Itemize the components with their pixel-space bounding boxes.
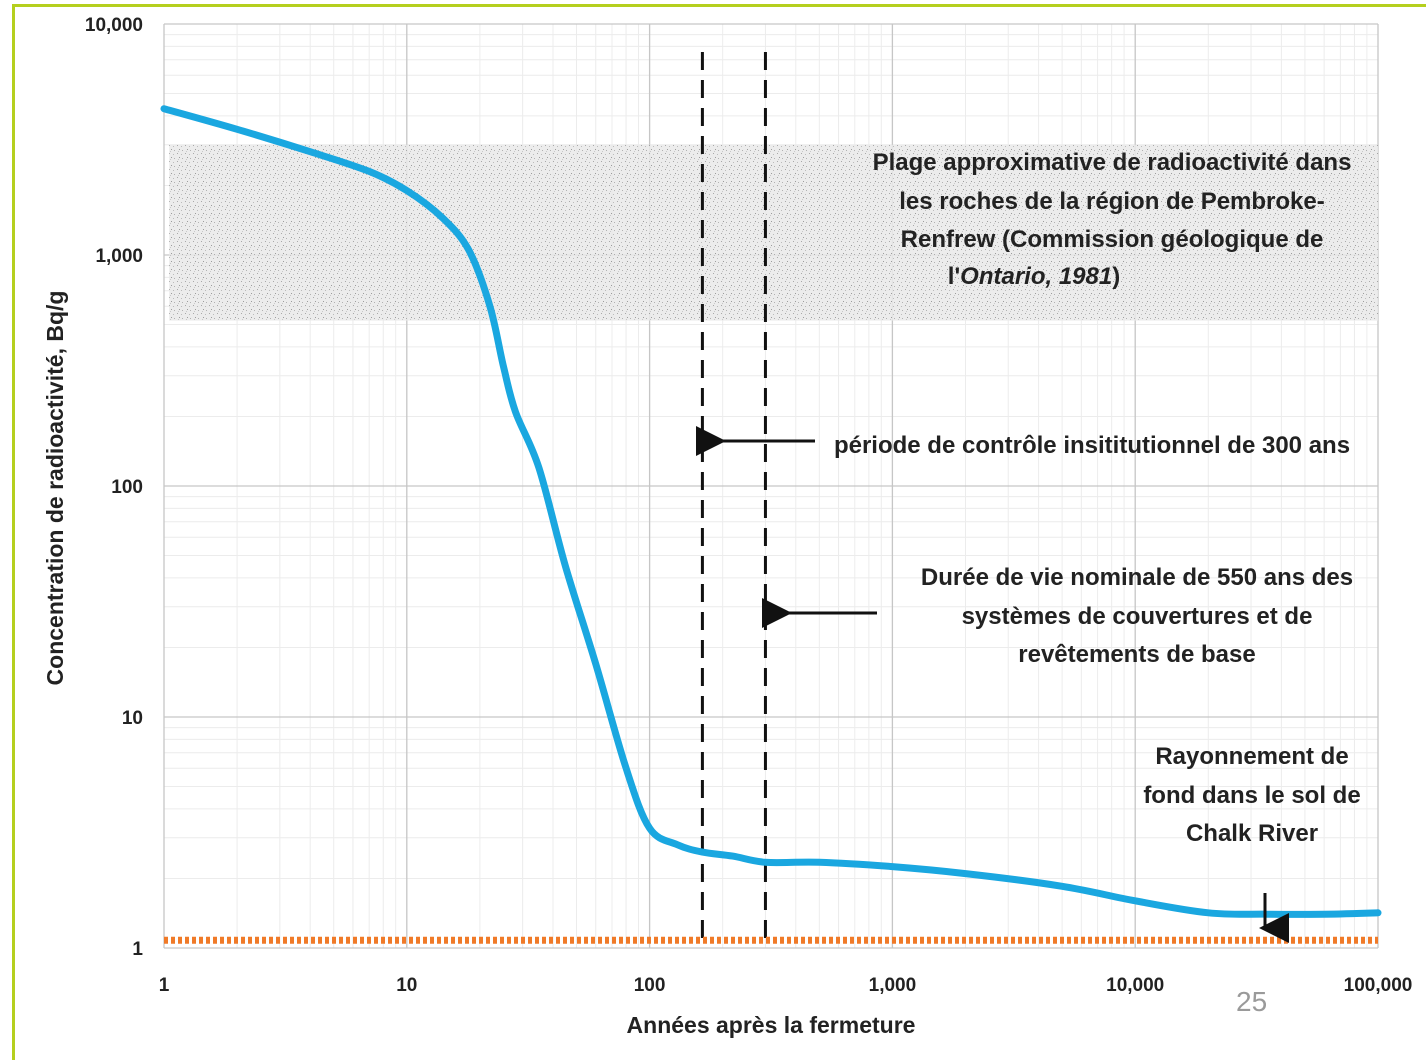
y-tick-label: 1 [132, 939, 143, 960]
y-tick-label: 100 [111, 477, 143, 498]
y-axis-title: Concentration de radioactivité, Bq/g [42, 291, 68, 686]
design-life-line-2: systèmes de couvertures et de [962, 603, 1313, 630]
design-life-annotation: Durée de vie nominale de 550 ans des sys… [762, 564, 1353, 668]
background-line-1: Rayonnement de [1155, 743, 1348, 770]
control-period-label: période de contrôle insititutionnel de 3… [834, 432, 1350, 459]
design-life-line-3: revêtements de base [1018, 641, 1255, 668]
background-line-3: Chalk River [1186, 820, 1318, 847]
x-tick-label: 100 [634, 975, 666, 996]
x-tick-label: 1 [159, 975, 170, 996]
x-tick-label: 100,000 [1344, 975, 1413, 996]
y-tick-label: 10,000 [85, 15, 143, 36]
y-tick-label: 1,000 [95, 246, 143, 267]
design-life-line-1: Durée de vie nominale de 550 ans des [921, 564, 1353, 591]
background-annotation: Rayonnement de fond dans le sol de Chalk… [1143, 743, 1361, 943]
x-tick-label: 10,000 [1106, 975, 1164, 996]
page-number: 25 [1236, 986, 1268, 1017]
rock-range-line-4: l'Ontario, 1981) [948, 263, 1120, 290]
x-axis-title: Années après la fermeture [627, 1012, 916, 1038]
slide-frame [12, 4, 1426, 1060]
concentration-curve [160, 105, 1382, 918]
x-tick-label: 1,000 [869, 975, 917, 996]
background-line-2: fond dans le sol de [1143, 782, 1360, 809]
control-period-annotation: période de contrôle insititutionnel de 3… [696, 426, 1350, 459]
rock-range-annotation: Plage approximative de radioactivité dan… [873, 149, 1352, 290]
rock-range-line-2: les roches de la région de Pembroke- [899, 188, 1324, 215]
x-tick-label: 10 [396, 975, 417, 996]
rock-range-line-1: Plage approximative de radioactivité dan… [873, 149, 1352, 176]
y-tick-label: 10 [122, 708, 143, 729]
rock-range-line-3: Renfrew (Commission géologique de [901, 226, 1324, 253]
